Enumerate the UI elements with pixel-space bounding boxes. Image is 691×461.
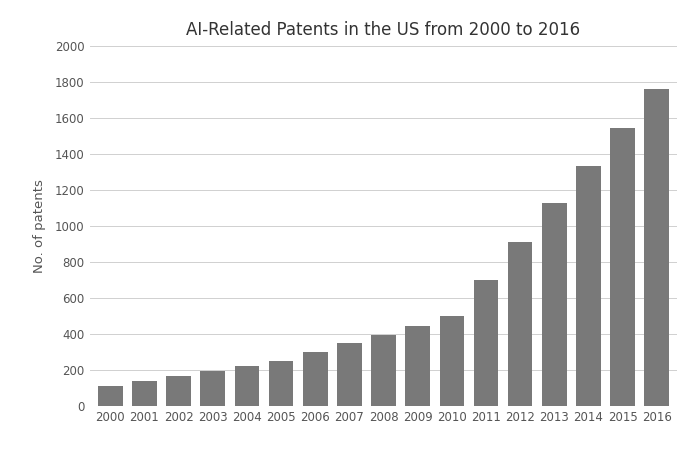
Bar [645,89,669,406]
Bar [508,242,532,406]
Bar [167,376,191,406]
Title: AI-Related Patents in the US from 2000 to 2016: AI-Related Patents in the US from 2000 t… [187,21,580,39]
Bar [473,280,498,406]
Bar [576,165,600,406]
Bar [303,352,328,406]
Bar [132,381,157,406]
Y-axis label: No. of patents: No. of patents [33,179,46,273]
Bar [406,326,430,406]
Bar [98,386,122,406]
Bar [542,203,567,406]
Bar [337,343,361,406]
Bar [439,316,464,406]
Bar [269,361,294,406]
Bar [200,371,225,406]
Bar [235,366,259,406]
Bar [610,128,635,406]
Bar [371,335,396,406]
